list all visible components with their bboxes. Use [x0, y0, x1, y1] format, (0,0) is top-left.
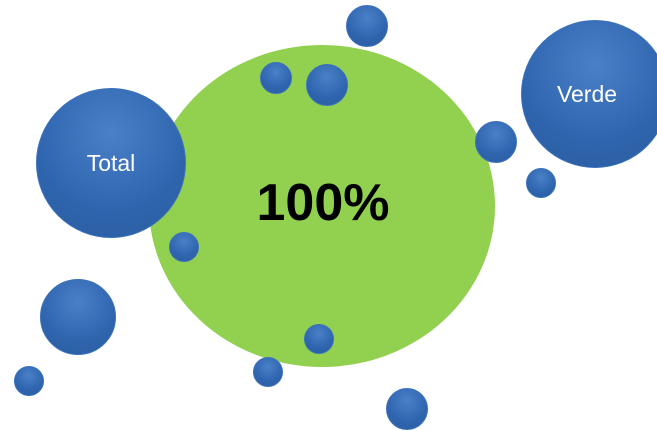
center-value: 100%	[256, 174, 390, 232]
small-bubble	[386, 388, 428, 430]
small-bubble	[306, 64, 348, 106]
medium-bubble	[40, 279, 116, 355]
small-bubble	[304, 324, 334, 354]
small-bubble	[14, 366, 44, 396]
small-bubble	[346, 5, 388, 47]
verde-bubble	[521, 20, 657, 168]
total-label: Total	[86, 149, 136, 176]
small-bubble	[260, 62, 292, 94]
small-bubble	[526, 168, 556, 198]
small-bubble	[253, 357, 283, 387]
small-bubble	[169, 232, 199, 262]
verde-label: Verde	[556, 80, 618, 107]
small-bubble	[475, 121, 517, 163]
total-bubble	[36, 88, 186, 238]
